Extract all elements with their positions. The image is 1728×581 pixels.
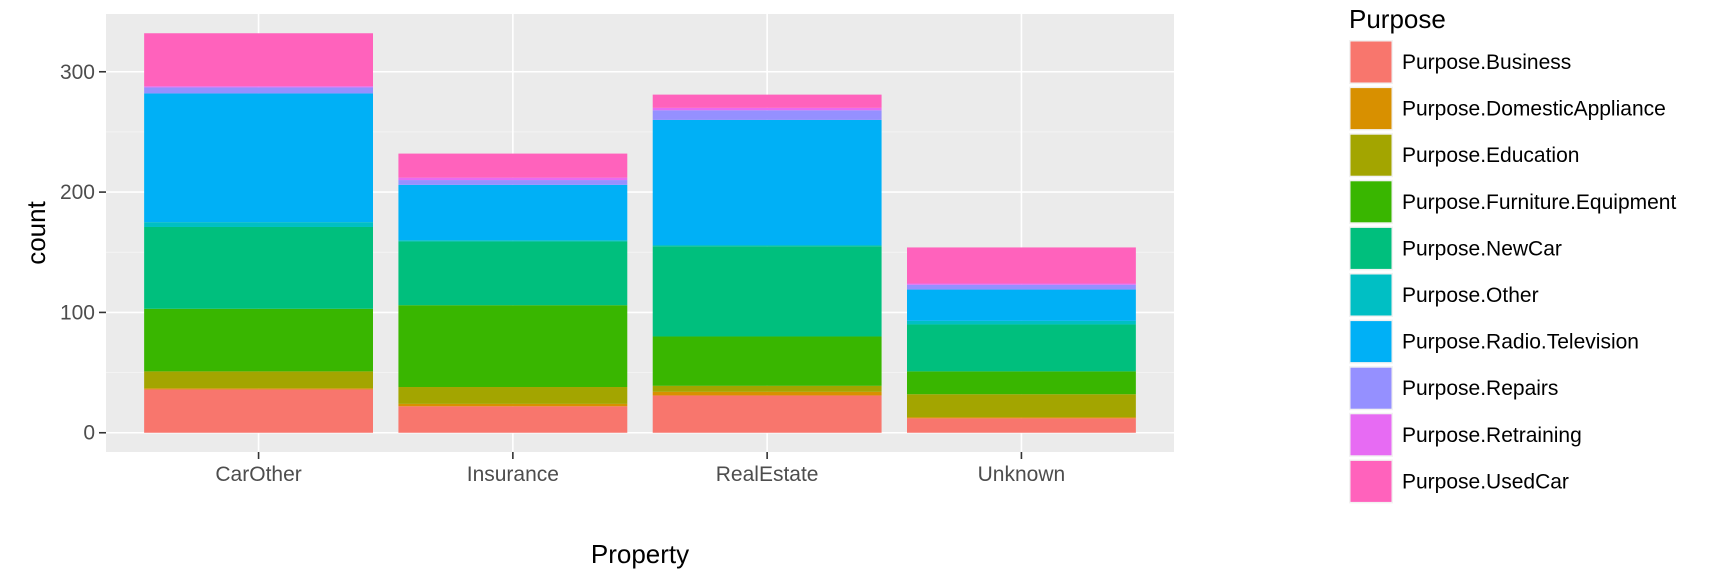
bar-segment-insurance-purpose-radio-television (398, 184, 628, 241)
x-tick-label: CarOther (215, 463, 301, 486)
bar-segment-unknown-purpose-education (907, 394, 1136, 418)
legend-label-purpose-other: Purpose.Other (1402, 284, 1539, 307)
legend-swatch-purpose-retraining (1350, 414, 1392, 456)
bar-segment-carother-purpose-repairs (144, 87, 373, 94)
legend-swatch-purpose-other (1350, 274, 1392, 316)
bar-segment-unknown-purpose-furniture-equipment (907, 371, 1136, 395)
y-tick-label: 300 (60, 61, 95, 84)
legend-label-purpose-newcar: Purpose.NewCar (1402, 237, 1562, 260)
legend-swatch-purpose-usedcar (1350, 460, 1392, 502)
bar-segment-unknown-purpose-newcar (907, 324, 1136, 372)
y-tick-label: 0 (83, 422, 95, 445)
legend: Purpose.Business Purpose.DomesticApplianc… (1349, 40, 1676, 504)
legend-swatch-purpose-repairs (1350, 367, 1392, 409)
y-tick-label: 100 (60, 301, 95, 324)
axes-group: 0 100 200 300 CarOther Insurance RealEstate Unk… (60, 61, 1065, 486)
bar-segment-realestate-purpose-newcar (652, 246, 882, 337)
bar-segment-realestate-purpose-retraining (652, 107, 882, 111)
bar-segment-realestate-purpose-education (652, 385, 882, 392)
bar-segment-carother-purpose-other (144, 222, 373, 227)
legend-swatch-purpose-radio-television (1350, 321, 1392, 363)
legend-label-purpose-business: Purpose.Business (1402, 51, 1571, 74)
y-axis-title: count (21, 200, 51, 264)
bar-segment-unknown-purpose-retraining (907, 283, 1136, 285)
bar-segment-carother-purpose-business (144, 389, 373, 433)
bar-segment-realestate-purpose-radio-television (652, 119, 882, 246)
legend-swatch-purpose-newcar (1350, 227, 1392, 269)
x-tick-label: RealEstate (716, 463, 819, 486)
legend-label-purpose-usedcar: Purpose.UsedCar (1402, 470, 1569, 493)
legend-label-purpose-furniture-equipment: Purpose.Furniture.Equipment (1402, 191, 1676, 214)
legend-label-purpose-domesticappliance: Purpose.DomesticAppliance (1402, 98, 1666, 121)
bar-segment-insurance-purpose-retraining (398, 177, 628, 181)
bar-segment-carother-purpose-domesticappliance (144, 388, 373, 390)
bar-segment-realestate-purpose-usedcar (652, 94, 882, 108)
x-tick-label: Insurance (467, 463, 559, 486)
legend-label-purpose-education: Purpose.Education (1402, 144, 1579, 167)
legend-swatch-purpose-business (1350, 41, 1392, 83)
bar-segment-insurance-purpose-domesticappliance (398, 403, 628, 407)
bar-segment-insurance-purpose-usedcar (398, 153, 628, 178)
bar-segment-realestate-purpose-furniture-equipment (652, 336, 882, 386)
x-tick-label: Unknown (978, 463, 1066, 486)
bar-segment-carother-purpose-furniture-equipment (144, 308, 373, 372)
bar-segment-insurance-purpose-newcar (398, 241, 628, 306)
bar-segment-realestate-purpose-domesticappliance (652, 391, 882, 396)
bars-group (144, 33, 1136, 433)
x-axis-title: Property (591, 539, 689, 569)
legend-swatch-purpose-furniture-equipment (1350, 181, 1392, 223)
bar-segment-unknown-purpose-radio-television (907, 289, 1136, 321)
legend-label-purpose-retraining: Purpose.Retraining (1402, 424, 1582, 447)
bar-segment-unknown-purpose-business (907, 418, 1136, 433)
bar-segment-carother-purpose-radio-television (144, 93, 373, 223)
bar-segment-carother-purpose-retraining (144, 86, 373, 88)
bar-segment-insurance-purpose-other (398, 240, 628, 242)
bar-segment-carother-purpose-usedcar (144, 33, 373, 87)
bar-segment-unknown-purpose-domesticappliance (907, 417, 1136, 419)
y-tick-label: 200 (60, 181, 95, 204)
bar-segment-insurance-purpose-repairs (398, 180, 628, 185)
bar-segment-carother-purpose-newcar (144, 226, 373, 309)
bar-segment-carother-purpose-education (144, 371, 373, 389)
bar-segment-unknown-purpose-usedcar (907, 247, 1136, 284)
bar-segment-unknown-purpose-other (907, 320, 1136, 325)
legend-label-purpose-radio-television: Purpose.Radio.Television (1402, 331, 1639, 354)
legend-swatch-purpose-domesticappliance (1350, 88, 1392, 130)
bar-segment-realestate-purpose-other (652, 245, 882, 247)
bar-segment-insurance-purpose-business (398, 406, 628, 433)
bar-segment-insurance-purpose-furniture-equipment (398, 305, 628, 388)
legend-label-purpose-repairs: Purpose.Repairs (1402, 377, 1558, 400)
legend-title: Purpose (1349, 4, 1446, 34)
bar-segment-unknown-purpose-repairs (907, 284, 1136, 290)
bar-segment-realestate-purpose-repairs (652, 110, 882, 120)
legend-swatch-purpose-education (1350, 134, 1392, 176)
bar-segment-insurance-purpose-education (398, 387, 628, 404)
bar-segment-realestate-purpose-business (652, 395, 882, 433)
